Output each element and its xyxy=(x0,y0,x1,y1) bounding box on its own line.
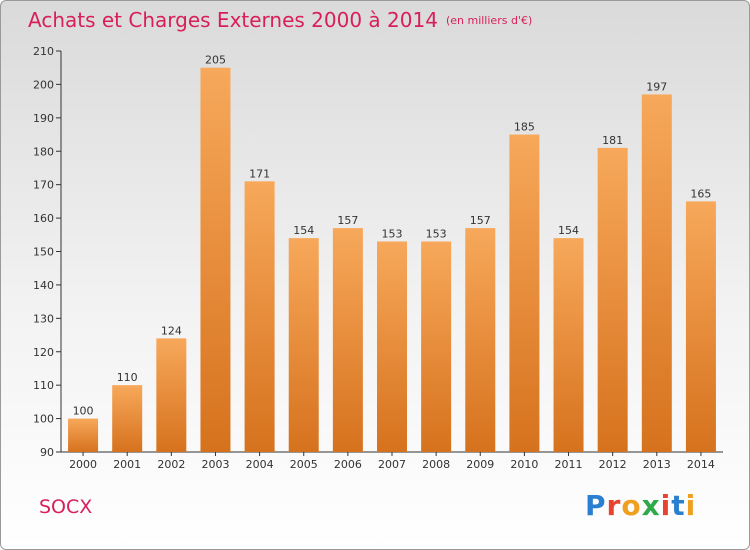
x-tick-label: 2007 xyxy=(378,458,406,471)
x-tick-label: 2012 xyxy=(599,458,627,471)
x-tick-label: 2010 xyxy=(510,458,538,471)
x-tick-label: 2003 xyxy=(201,458,229,471)
bar xyxy=(377,241,407,452)
bar xyxy=(332,228,363,452)
bar-value-label: 153 xyxy=(382,227,403,240)
x-tick-label: 2011 xyxy=(555,458,583,471)
logo-letter: P xyxy=(585,489,607,522)
bar xyxy=(553,238,584,452)
bar xyxy=(685,201,716,452)
x-tick-label: 2004 xyxy=(246,458,274,471)
bar xyxy=(244,181,275,452)
logo-letter: o xyxy=(621,489,642,522)
y-tick-label: 130 xyxy=(33,312,54,325)
x-tick-label: 2009 xyxy=(466,458,494,471)
place-name: SOCX xyxy=(39,496,93,518)
bar xyxy=(68,418,99,452)
bar-value-label: 124 xyxy=(161,324,182,337)
bar xyxy=(597,147,628,453)
y-tick-label: 150 xyxy=(33,246,54,259)
bar xyxy=(200,67,231,452)
y-tick-label: 200 xyxy=(33,78,54,91)
logo-letter: i xyxy=(660,489,672,522)
x-tick-label: 2001 xyxy=(113,458,141,471)
y-tick-label: 100 xyxy=(33,413,54,426)
proxiti-logo: Proxiti xyxy=(585,489,696,522)
y-tick-label: 210 xyxy=(33,45,54,58)
bar xyxy=(156,338,187,452)
bar-value-label: 153 xyxy=(426,227,447,240)
bar-value-label: 185 xyxy=(514,121,535,134)
x-tick-label: 2002 xyxy=(157,458,185,471)
x-tick-label: 2000 xyxy=(69,458,97,471)
y-tick-label: 180 xyxy=(33,145,54,158)
bar xyxy=(509,134,540,452)
title-text: Achats et Charges Externes 2000 à 2014 xyxy=(28,8,438,32)
bar xyxy=(112,385,143,452)
x-tick-label: 2013 xyxy=(643,458,671,471)
bar-value-label: 205 xyxy=(205,54,226,67)
x-tick-label: 2005 xyxy=(290,458,318,471)
bar xyxy=(421,241,452,452)
bar xyxy=(641,94,672,453)
bar-value-label: 154 xyxy=(293,224,314,237)
bar-value-label: 100 xyxy=(73,405,94,418)
bar-value-label: 171 xyxy=(249,167,270,180)
logo-letter: x xyxy=(641,489,661,522)
logo-letter: r xyxy=(606,489,622,522)
y-tick-label: 190 xyxy=(33,112,54,125)
bar-value-label: 157 xyxy=(470,214,491,227)
y-tick-label: 140 xyxy=(33,279,54,292)
y-tick-label: 170 xyxy=(33,179,54,192)
bar xyxy=(288,238,319,452)
bar-value-label: 165 xyxy=(690,187,711,200)
logo-letter: t xyxy=(671,489,686,522)
y-tick-label: 110 xyxy=(33,379,54,392)
bar-value-label: 154 xyxy=(558,224,579,237)
logo-letter: i xyxy=(685,489,697,522)
bar-value-label: 110 xyxy=(117,371,138,384)
y-tick-label: 120 xyxy=(33,346,54,359)
bar-value-label: 181 xyxy=(602,134,623,147)
title-unit: (en milliers d'€) xyxy=(445,14,533,27)
bar xyxy=(465,228,496,452)
x-tick-label: 2006 xyxy=(334,458,362,471)
bar-value-label: 197 xyxy=(646,80,667,93)
chart-title: Achats et Charges Externes 2000 à 2014 (e… xyxy=(28,8,532,32)
x-tick-label: 2008 xyxy=(422,458,450,471)
bar-value-label: 157 xyxy=(337,214,358,227)
y-tick-label: 160 xyxy=(33,212,54,225)
x-tick-label: 2014 xyxy=(687,458,715,471)
y-tick-label: 90 xyxy=(40,446,54,459)
